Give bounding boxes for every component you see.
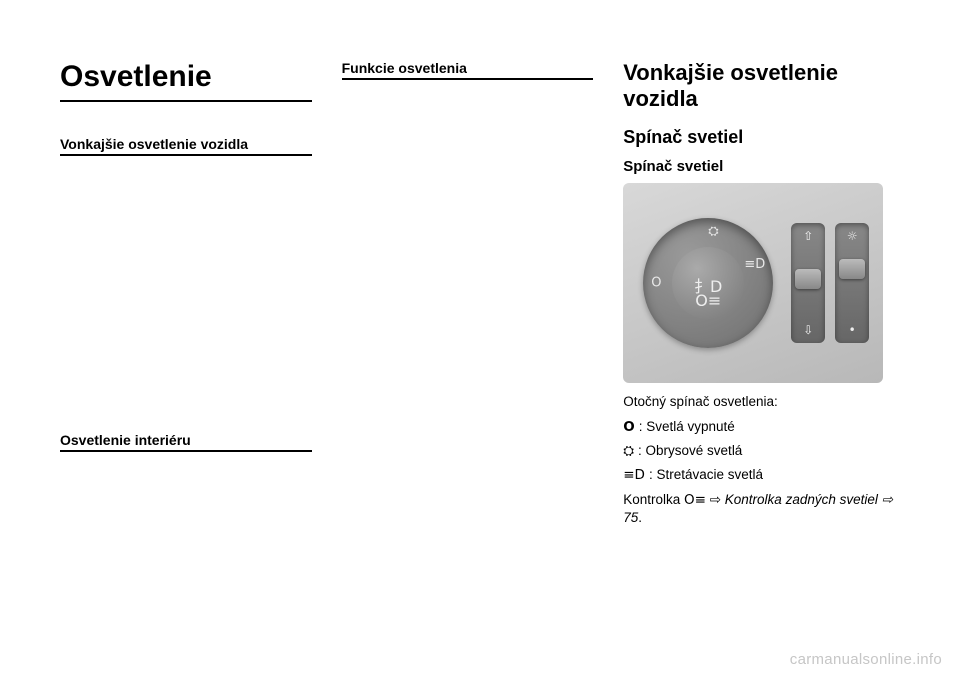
legend-lowbeam-text: : Stretávacie svetlá [649, 467, 763, 482]
slider1-bottom-icon: ⇩ [803, 323, 813, 337]
chapter-title: Osvetlenie [60, 60, 312, 94]
page: Osvetlenie Vonkajšie osvetlenie vozidla … [0, 0, 960, 555]
legend-parking-symbol: ⛭ [623, 443, 634, 459]
figure-caption: Otočný spínač osvetlenia: [623, 393, 900, 411]
slider2-top-icon: ☼ [847, 229, 858, 243]
legend-parking-text: : Obrysové svetlá [638, 443, 742, 458]
toc-section-exterior: Vonkajšie osvetlenie vozidla [60, 136, 312, 156]
column-1: Osvetlenie Vonkajšie osvetlenie vozidla … [60, 60, 312, 535]
legend-off: O : Svetlá vypnuté [623, 419, 900, 435]
legend-off-symbol: O [623, 419, 634, 435]
ref-prefix: Kontrolka [623, 492, 684, 507]
slider2-thumb [839, 259, 865, 279]
ref-dot: . [638, 510, 642, 525]
low-beam-icon: ≡D [744, 257, 765, 272]
slider2-bottom-icon: • [849, 323, 856, 337]
toc-section-interior: Osvetlenie interiéru [60, 432, 312, 452]
column-3: Vonkajšie osvetlenie vozidla Spínač svet… [623, 60, 900, 535]
ref-link-text: Kontrolka zadných svetiel [725, 492, 882, 507]
title-rule [60, 100, 312, 102]
rear-fog-icon: O≡ [695, 291, 721, 310]
legend-parking: ⛭ : Obrysové svetlá [623, 443, 900, 459]
lights-off-icon: O [651, 275, 661, 290]
slider1-thumb [795, 269, 821, 289]
light-switch-figure: ⛭ O ≡D 扌D O≡ ⇧ ⇩ ☼ • [623, 183, 883, 383]
legend-lowbeam-symbol: ≡D [623, 467, 645, 483]
dial-knob: 扌D O≡ [672, 247, 744, 319]
ref-arrow2: ⇨ [882, 492, 893, 507]
headlight-level-slider: ⇧ ⇩ [791, 223, 825, 343]
watermark: carmanualsonline.info [790, 651, 942, 668]
heading-exterior-lighting: Vonkajšie osvetlenie vozidla [623, 60, 900, 113]
ref-arrow: ⇨ [706, 492, 725, 507]
toc-section-functions: Funkcie osvetlenia [342, 60, 594, 80]
slider1-top-icon: ⇧ [803, 229, 813, 243]
legend-lowbeam: ≡D : Stretávacie svetlá [623, 467, 900, 483]
reference-line: Kontrolka O≡ ⇨ Kontrolka zadných svetiel… [623, 491, 900, 527]
subheading-light-switch: Spínač svetiel [623, 158, 900, 175]
instrument-dimmer-slider: ☼ • [835, 223, 869, 343]
light-switch-dial: ⛭ O ≡D 扌D O≡ [643, 218, 773, 348]
legend-off-text: : Svetlá vypnuté [639, 419, 735, 434]
parking-lights-icon: ⛭ [708, 224, 718, 239]
heading-light-switch: Spínač svetiel [623, 127, 900, 148]
ref-rearfog-icon: O≡ [684, 491, 706, 509]
ref-page: 75 [623, 510, 638, 525]
column-2: Funkcie osvetlenia [342, 60, 594, 535]
toc-spacer-1 [60, 162, 312, 422]
